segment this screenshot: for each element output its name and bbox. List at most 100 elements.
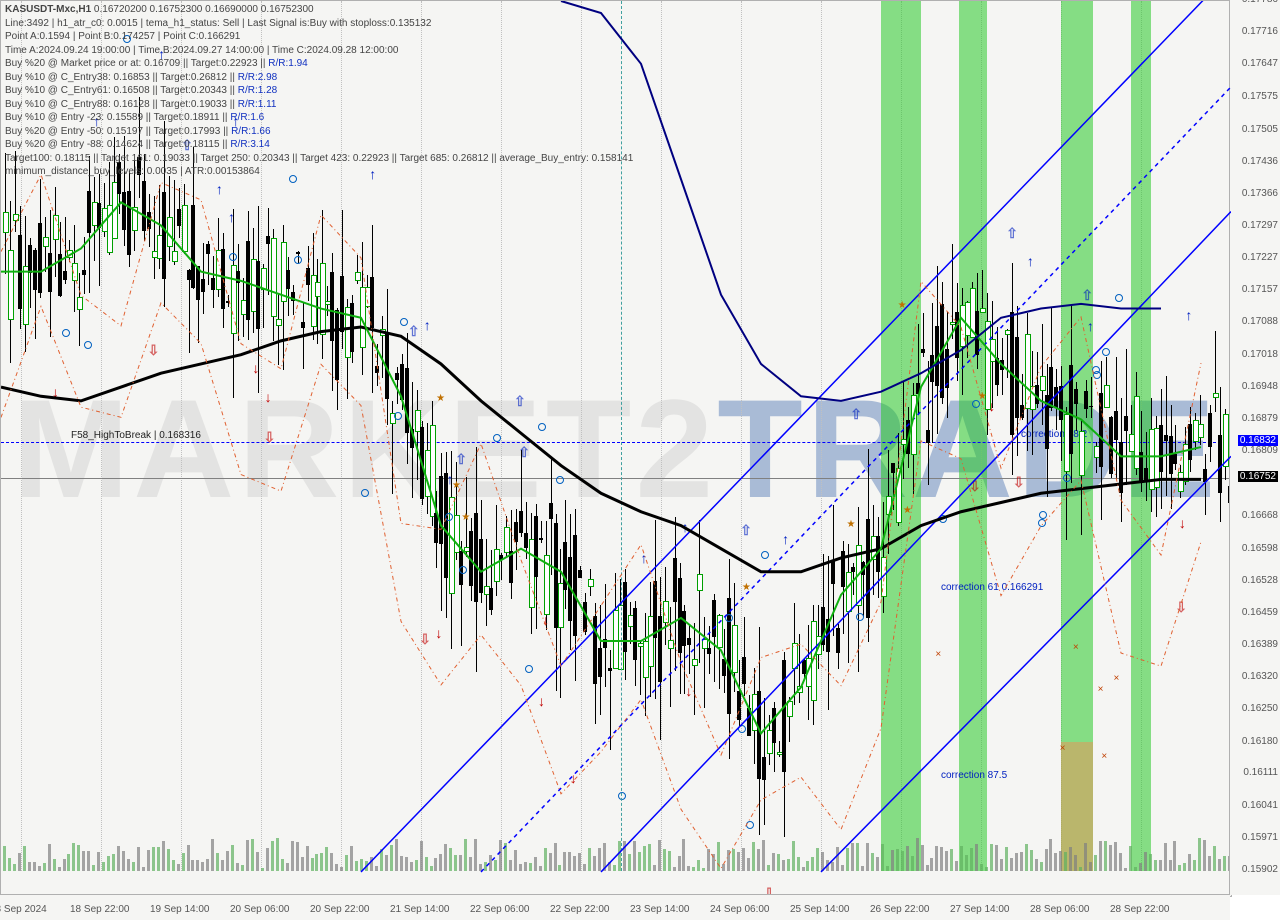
volume-bar	[747, 858, 750, 871]
volume-bar	[370, 857, 373, 871]
circle-marker-icon	[294, 256, 302, 264]
candle-wick	[1007, 329, 1008, 377]
candle-body	[474, 513, 478, 601]
volume-bar	[1104, 841, 1107, 871]
y-axis-tick: 0.17018	[1242, 349, 1278, 360]
down-arrow-icon: ↓	[435, 625, 442, 641]
volume-bar	[643, 846, 646, 871]
down-arrow-icon: ↓	[538, 693, 545, 709]
candle-body	[1114, 411, 1118, 440]
volume-bar	[67, 854, 70, 871]
candle-body	[127, 191, 131, 254]
volume-bar	[1223, 856, 1226, 871]
candle-wick	[238, 244, 239, 341]
candle-wick	[918, 324, 919, 414]
volume-bar	[881, 844, 884, 871]
candle-body	[633, 608, 637, 660]
volume-bar	[434, 858, 437, 871]
volume-bar	[296, 842, 299, 871]
candle-body	[876, 536, 880, 572]
candle-body	[122, 192, 126, 231]
candle-body	[355, 272, 361, 281]
down-arrow-icon: ⇩	[1013, 474, 1025, 491]
candle-body	[935, 326, 939, 386]
volume-bar	[177, 864, 180, 871]
chart-plot-area[interactable]: MARKET2TRADE KASUSDT-Mxc,H1 0.16720200 0…	[0, 0, 1232, 897]
volume-bar	[965, 855, 968, 871]
info-line: Buy %10 @ Entry -23: 0.15589 || Target:0…	[5, 111, 633, 125]
volume-bar	[563, 852, 566, 871]
candle-body	[221, 249, 225, 309]
candle-body	[375, 366, 379, 373]
volume-bar	[499, 840, 502, 871]
volume-bar	[107, 856, 110, 871]
candle-body	[608, 668, 612, 672]
candle-body	[405, 368, 409, 433]
candle-body	[866, 519, 870, 618]
volume-bar	[841, 865, 844, 871]
volume-bar	[985, 867, 988, 871]
volume-bar	[742, 848, 745, 871]
volume-bar	[608, 862, 611, 871]
candle-body	[296, 252, 300, 254]
volume-bar	[395, 839, 398, 871]
candle-body	[77, 297, 83, 311]
circle-marker-icon	[1115, 294, 1123, 302]
candle-wick	[278, 293, 279, 366]
volume-bar	[1198, 838, 1201, 871]
circle-marker-icon	[538, 423, 546, 431]
candle-wick	[1042, 324, 1043, 426]
volume-bar	[1074, 855, 1077, 871]
candle-body	[554, 523, 558, 628]
grid-vertical	[741, 1, 742, 871]
candle-body	[861, 562, 865, 574]
y-axis-tick: 0.16879	[1242, 413, 1278, 424]
up-arrow-icon: ↑	[228, 209, 235, 225]
circle-marker-icon	[84, 341, 92, 349]
info-line: Point A:0.1594 | Point B:0.174257 | Poin…	[5, 30, 633, 44]
volume-bar	[682, 839, 685, 871]
volume-bar	[876, 857, 879, 871]
volume-bar	[172, 860, 175, 871]
volume-bar	[182, 853, 185, 871]
volume-bar	[162, 841, 165, 871]
volume-bar	[484, 862, 487, 871]
candle-body	[593, 616, 597, 684]
candle-body	[573, 535, 577, 636]
circle-marker-icon	[1102, 348, 1110, 356]
candle-body	[291, 292, 295, 301]
candle-body	[1074, 389, 1078, 404]
candle-body	[306, 268, 310, 285]
x-marker-icon: ×	[1101, 751, 1107, 762]
info-line: Target100: 0.18115 || Target 161: 0.1903…	[5, 152, 633, 166]
star-marker-icon: ★	[847, 519, 856, 530]
candle-body	[196, 266, 200, 300]
up-arrow-icon: ↑	[216, 181, 223, 197]
candle-body	[623, 582, 627, 652]
candle-body	[1084, 391, 1088, 410]
candle-body	[1198, 424, 1204, 439]
volume-bar	[613, 865, 616, 871]
candle-body	[469, 531, 473, 586]
volume-bar	[1218, 859, 1221, 871]
candle-body	[1213, 393, 1219, 398]
volume-bar	[1099, 841, 1102, 871]
y-axis-tick: 0.16320	[1242, 671, 1278, 682]
volume-bar	[3, 846, 6, 871]
x-axis-tick: 20 Sep 06:00	[230, 904, 290, 915]
candle-body	[142, 181, 146, 231]
candle-body	[896, 468, 902, 523]
volume-bar	[856, 843, 859, 871]
volume-bar	[291, 841, 294, 871]
candle-wick	[670, 607, 671, 707]
candle-body	[18, 235, 22, 308]
volume-bar	[454, 855, 457, 871]
x-axis-tick: 18 Sep 22:00	[70, 904, 130, 915]
candle-body	[653, 581, 657, 638]
candle-body	[1188, 424, 1192, 460]
volume-bar	[8, 858, 11, 871]
volume-bar	[196, 860, 199, 871]
circle-marker-icon	[1039, 511, 1047, 519]
down-arrow-icon: ↓	[52, 384, 59, 400]
volume-bar	[926, 865, 929, 871]
